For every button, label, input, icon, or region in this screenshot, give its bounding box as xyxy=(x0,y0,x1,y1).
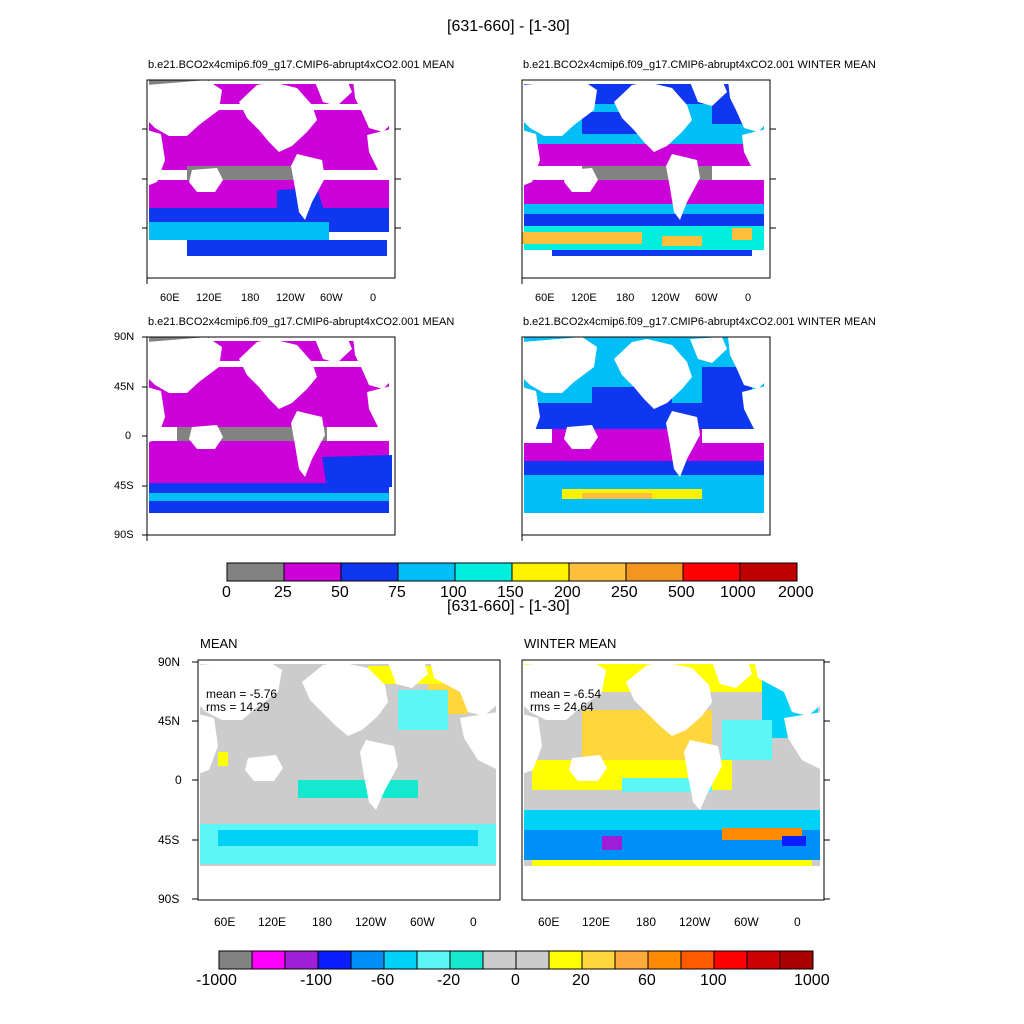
colorbar1-label: 250 xyxy=(611,584,638,601)
fig2-lon-tick: 60W xyxy=(734,915,759,929)
fig1-lon-tick: 120W xyxy=(651,292,680,304)
panel3-map xyxy=(146,336,396,536)
fig2-lat-tick: 90S xyxy=(158,892,180,906)
colorbar2-label: 60 xyxy=(638,972,656,989)
fig1-lat-tick: 0 xyxy=(125,430,132,442)
fig1-lat-tick: 45N xyxy=(114,381,135,393)
fig1-lat-tick: 90S xyxy=(114,529,134,541)
fig2-lat-tick: 45N xyxy=(158,714,181,728)
fig1-lat-tick: 90N xyxy=(114,331,135,343)
panel2-map xyxy=(521,79,771,279)
figure1-title: [631-660] - [1-30] xyxy=(447,18,570,35)
panel5-title: MEAN xyxy=(200,636,238,651)
panel6-rms: rms = 24.64 xyxy=(530,700,594,714)
colorbar1-label: 25 xyxy=(274,584,292,601)
colorbar1-label: 2000 xyxy=(778,584,814,601)
fig1-lon-tick: 0 xyxy=(745,292,752,304)
fig2-lon-tick: 120E xyxy=(582,915,611,929)
panel1-title: b.e21.BCO2x4cmip6.f09_g17.CMIP6-abrupt4x… xyxy=(148,59,455,71)
fig1-lon-tick: 60W xyxy=(695,292,718,304)
colorbar1-label: 150 xyxy=(497,584,524,601)
fig2-lon-tick: 60E xyxy=(214,915,236,929)
fig2-lon-tick: 0 xyxy=(470,915,477,929)
fig1-lon-tick: 120W xyxy=(276,292,305,304)
fig2-lon-tick: 120W xyxy=(355,915,387,929)
panel1-map xyxy=(146,79,396,279)
panel2-title: b.e21.BCO2x4cmip6.f09_g17.CMIP6-abrupt4x… xyxy=(523,59,876,71)
fig2-lon-tick: 180 xyxy=(636,915,657,929)
fig2-lat-tick: 0 xyxy=(175,773,182,787)
fig2-lat-tick: 45S xyxy=(158,833,180,847)
fig1-lon-tick: 60E xyxy=(535,292,555,304)
panel6-mean: mean = -6.54 xyxy=(530,687,602,701)
fig1-lon-tick: 180 xyxy=(241,292,260,304)
panel5-rms: rms = 14.29 xyxy=(206,700,270,714)
fig1-lon-tick: 0 xyxy=(370,292,377,304)
fig2-lon-tick: 120W xyxy=(679,915,711,929)
colorbar1-label: 0 xyxy=(222,584,231,601)
colorbar2 xyxy=(218,950,814,970)
fig2-lon-tick: 0 xyxy=(794,915,801,929)
fig1-lon-tick: 180 xyxy=(616,292,635,304)
panel6-title: WINTER MEAN xyxy=(524,636,617,651)
colorbar2-label: -100 xyxy=(300,972,333,989)
colorbar2-label: -20 xyxy=(437,972,461,989)
colorbar1-label: 500 xyxy=(668,584,695,601)
colorbar1 xyxy=(226,562,798,582)
figure2-title: [631-660] - [1-30] xyxy=(447,598,570,615)
fig1-lon-tick: 120E xyxy=(196,292,222,304)
colorbar1-label: 1000 xyxy=(720,584,756,601)
panel5-mean: mean = -5.76 xyxy=(206,687,278,701)
fig1-lon-tick: 120E xyxy=(571,292,597,304)
colorbar1-label: 100 xyxy=(440,584,467,601)
fig2-lon-tick: 180 xyxy=(312,915,333,929)
colorbar2-label: 100 xyxy=(700,972,727,989)
fig2-lon-tick: 60W xyxy=(410,915,435,929)
fig2-lon-tick: 120E xyxy=(258,915,287,929)
panel6-map xyxy=(521,659,825,901)
colorbar2-label: 0 xyxy=(511,972,520,989)
panel4-title: b.e21.BCO2x4cmip6.f09_g17.CMIP6-abrupt4x… xyxy=(523,316,876,328)
fig2-lat-tick: 90N xyxy=(158,655,181,669)
colorbar2-label: 1000 xyxy=(794,972,830,989)
colorbar2-label: 20 xyxy=(572,972,590,989)
fig2-lon-tick: 60E xyxy=(538,915,560,929)
colorbar2-label: -60 xyxy=(371,972,395,989)
colorbar2-label: -1000 xyxy=(196,972,237,989)
fig1-lon-tick: 60W xyxy=(320,292,343,304)
panel4-map xyxy=(521,336,771,536)
colorbar1-label: 50 xyxy=(331,584,349,601)
fig1-lon-tick: 60E xyxy=(160,292,180,304)
colorbar1-label: 200 xyxy=(554,584,581,601)
panel3-title: b.e21.BCO2x4cmip6.f09_g17.CMIP6-abrupt4x… xyxy=(148,316,455,328)
panel5-map xyxy=(197,659,501,901)
fig1-lat-tick: 45S xyxy=(114,480,134,492)
colorbar1-label: 75 xyxy=(388,584,406,601)
